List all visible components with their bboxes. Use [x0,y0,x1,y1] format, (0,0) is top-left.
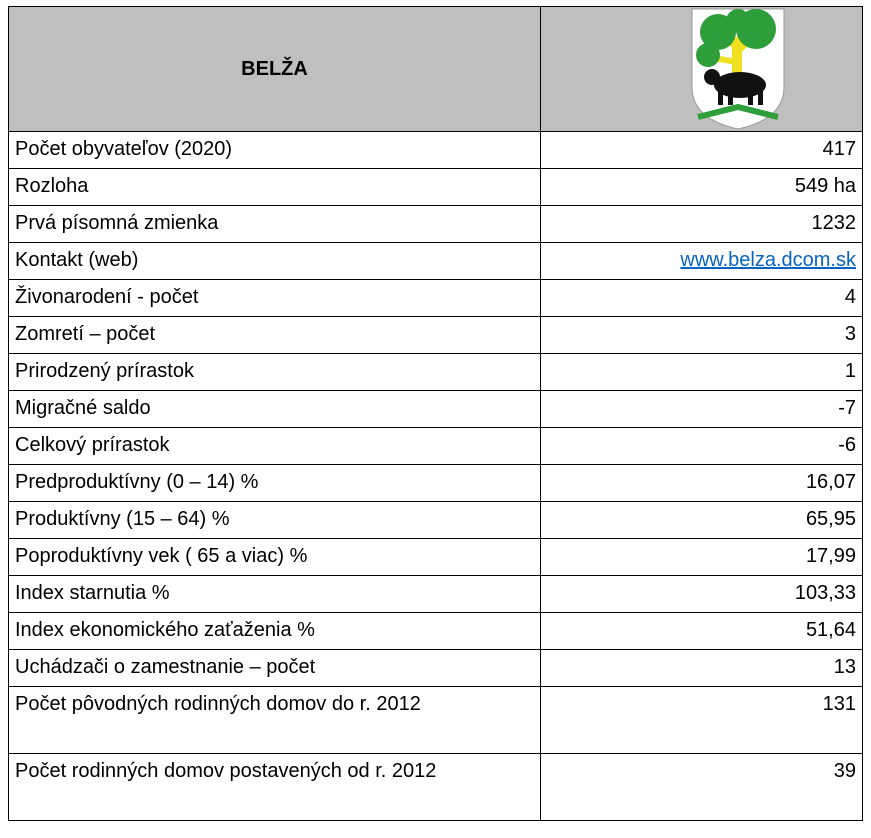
row-label: Kontakt (web) [9,243,541,280]
row-label: Rozloha [9,169,541,206]
row-value: 3 [541,317,863,354]
table-row: Poproduktívny vek ( 65 a viac) %17,99 [9,539,863,576]
page: BELŽA Počet obyvateľov (2020)417Rozloha5… [0,0,871,838]
title-cell: BELŽA [9,7,541,132]
row-label: Zomretí – počet [9,317,541,354]
row-label: Počet pôvodných rodinných domov do r. 20… [9,687,541,754]
row-label: Predproduktívny (0 – 14) % [9,465,541,502]
row-value: 4 [541,280,863,317]
row-value: 51,64 [541,613,863,650]
row-label: Prvá písomná zmienka [9,206,541,243]
row-value: www.belza.dcom.sk [541,243,863,280]
row-value: 16,07 [541,465,863,502]
row-value: 65,95 [541,502,863,539]
table-row: Index ekonomického zaťaženia %51,64 [9,613,863,650]
emblem-cell [541,7,863,132]
row-value: -6 [541,428,863,465]
table-row: Celkový prírastok-6 [9,428,863,465]
row-label: Prirodzený prírastok [9,354,541,391]
title: BELŽA [241,58,308,80]
row-value: 1 [541,354,863,391]
row-value: 39 [541,754,863,821]
table-row: Index starnutia %103,33 [9,576,863,613]
web-link[interactable]: www.belza.dcom.sk [680,249,856,271]
header-row: BELŽA [9,7,863,132]
table-row: Migračné saldo-7 [9,391,863,428]
row-label: Živonarodení - počet [9,280,541,317]
row-label: Migračné saldo [9,391,541,428]
row-value: 131 [541,687,863,754]
row-label: Uchádzači o zamestnanie – počet [9,650,541,687]
table-row: Počet rodinných domov postavených od r. … [9,754,863,821]
row-label: Celkový prírastok [9,428,541,465]
row-value: 1232 [541,206,863,243]
row-value: 417 [541,132,863,169]
row-label: Počet rodinných domov postavených od r. … [9,754,541,821]
row-value: 13 [541,650,863,687]
row-label: Poproduktívny vek ( 65 a viac) % [9,539,541,576]
row-value: 17,99 [541,539,863,576]
row-value: 549 ha [541,169,863,206]
table-row: Predproduktívny (0 – 14) %16,07 [9,465,863,502]
table-row: Produktívny (15 – 64) %65,95 [9,502,863,539]
row-label: Index ekonomického zaťaženia % [9,613,541,650]
table-row: Kontakt (web) www.belza.dcom.sk [9,243,863,280]
table-row: Počet obyvateľov (2020)417 [9,132,863,169]
table-row: Počet pôvodných rodinných domov do r. 20… [9,687,863,754]
row-value: 103,33 [541,576,863,613]
coat-of-arms [688,7,788,131]
row-value: -7 [541,391,863,428]
row-label: Počet obyvateľov (2020) [9,132,541,169]
row-label: Index starnutia % [9,576,541,613]
row-label: Produktívny (15 – 64) % [9,502,541,539]
